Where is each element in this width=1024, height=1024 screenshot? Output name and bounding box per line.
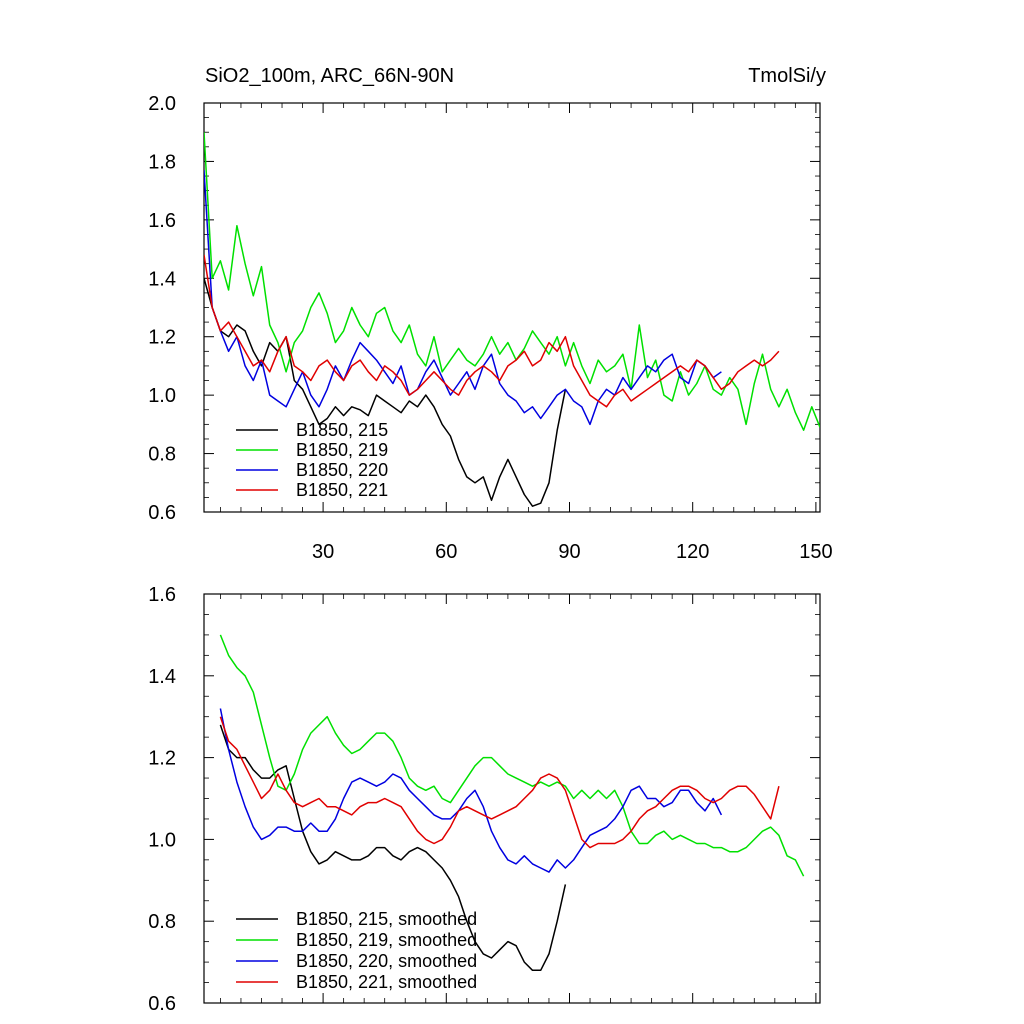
top-series-line-1 <box>204 278 567 507</box>
top-y-tick-label: 1.8 <box>148 151 176 173</box>
top-x-tick-label: 60 <box>435 541 457 563</box>
top-x-tick-label: 120 <box>676 541 709 563</box>
top-y-tick-label: 0.8 <box>148 444 176 466</box>
top-x-tick-label: 150 <box>799 541 832 563</box>
top-x-tick-label: 30 <box>312 541 334 563</box>
bottom-y-tick-label: 1.6 <box>148 584 176 606</box>
bottom-legend-label: B1850, 215, smoothed <box>296 909 477 929</box>
top-y-tick-label: 1.0 <box>148 385 176 407</box>
top-legend-label: B1850, 215 <box>296 420 388 440</box>
bottom-series-line-1 <box>219 724 567 972</box>
bottom-series-line-2 <box>219 634 805 877</box>
top-panel-title: SiO2_100m, ARC_66N-90N <box>205 65 454 87</box>
top-y-tick-label: 2.0 <box>148 93 176 115</box>
top-panel: SiO2_100m, ARC_66N-90N TmolSi/y 30 60 90 12… <box>148 65 832 563</box>
top-series-line-3 <box>204 170 722 426</box>
top-y-tick-label: 0.6 <box>148 502 176 524</box>
bottom-series-line-3 <box>219 708 723 873</box>
top-legend-label: B1850, 220 <box>296 460 388 480</box>
top-y-tick-label: 1.6 <box>148 210 176 232</box>
top-legend-label: B1850, 219 <box>296 440 388 460</box>
top-y-tick-label: 1.4 <box>148 268 176 290</box>
top-panel-units: TmolSi/y <box>748 65 826 87</box>
bottom-y-tick-label: 1.0 <box>148 829 176 851</box>
bottom-legend-label: B1850, 219, smoothed <box>296 930 477 950</box>
bottom-legend-label: B1850, 220, smoothed <box>296 951 477 971</box>
bottom-y-tick-label: 0.6 <box>148 993 176 1015</box>
bottom-legend-label: B1850, 221, smoothed <box>296 972 477 992</box>
top-x-tick-label: 90 <box>558 541 580 563</box>
top-y-tick-label: 1.2 <box>148 327 176 349</box>
bottom-y-tick-label: 1.2 <box>148 748 176 770</box>
top-legend-label: B1850, 221 <box>296 480 388 500</box>
bottom-y-tick-label: 0.8 <box>148 911 176 933</box>
top-series-line-2 <box>204 132 820 431</box>
bottom-y-tick-label: 1.4 <box>148 666 176 688</box>
bottom-series-line-4 <box>219 716 780 849</box>
top-series-line-4 <box>204 254 780 408</box>
